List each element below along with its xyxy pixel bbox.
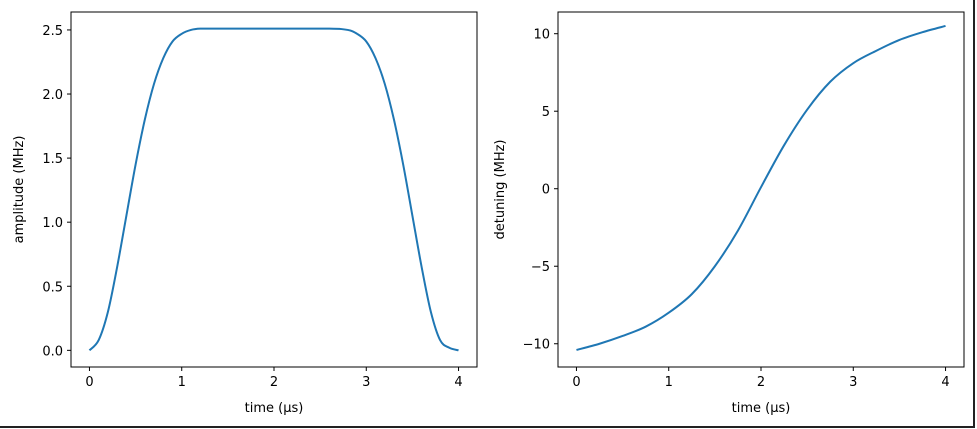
svg-text:−10: −10 (523, 338, 550, 353)
x-tick: 4 (454, 367, 463, 390)
svg-text:4: 4 (454, 375, 462, 390)
y-tick: 1.0 (42, 216, 71, 231)
svg-text:0: 0 (542, 183, 550, 198)
x-tick: 3 (362, 367, 370, 390)
y-tick: 5 (542, 105, 558, 120)
x-tick: 1 (665, 367, 673, 390)
svg-text:0.0: 0.0 (42, 344, 63, 359)
detuning-line (576, 24, 946, 351)
axes-box (557, 11, 965, 368)
x-tick: 4 (941, 367, 950, 390)
svg-text:4: 4 (941, 375, 949, 390)
y-tick: 0 (542, 183, 558, 198)
svg-text:1: 1 (665, 375, 673, 390)
svg-text:10: 10 (533, 28, 550, 43)
svg-text:2: 2 (757, 375, 765, 390)
svg-text:1.5: 1.5 (42, 152, 63, 167)
y-tick: 2.0 (42, 88, 71, 103)
detuning-plot: 0 1 2 3 4 −10 −5 0 5 10 time (µs) detuning (MHz) (493, 11, 965, 416)
x-tick: 3 (849, 367, 857, 390)
svg-text:2.5: 2.5 (42, 24, 63, 39)
y-tick: 10 (533, 28, 558, 43)
svg-text:0: 0 (85, 375, 93, 390)
svg-text:1.0: 1.0 (42, 216, 63, 231)
y-axis-label: detuning (MHz) (493, 139, 508, 239)
y-tick: 1.5 (42, 152, 71, 167)
svg-text:2: 2 (270, 375, 278, 390)
y-tick: −5 (531, 260, 558, 275)
y-axis-label: amplitude (MHz) (12, 136, 27, 244)
amplitude-line (88, 27, 459, 352)
svg-text:0: 0 (572, 375, 580, 390)
x-tick: 2 (270, 367, 278, 390)
svg-text:0.5: 0.5 (42, 280, 63, 295)
x-tick: 0 (572, 367, 581, 390)
svg-text:3: 3 (362, 375, 370, 390)
amplitude-plot: 0 1 2 3 4 0.0 0.5 1.0 1.5 2.0 2.5 time (µs) amplitud… (12, 11, 478, 416)
y-tick: 0.5 (42, 280, 71, 295)
svg-text:1: 1 (178, 375, 186, 390)
y-tick: −10 (523, 338, 558, 353)
x-tick: 0 (85, 367, 94, 390)
x-axis-label: time (µs) (245, 401, 304, 416)
svg-text:5: 5 (542, 105, 550, 120)
y-tick: 2.5 (42, 24, 71, 39)
svg-text:3: 3 (849, 375, 857, 390)
x-tick: 2 (757, 367, 765, 390)
y-tick: 0.0 (42, 344, 71, 359)
svg-text:−5: −5 (531, 260, 550, 275)
x-tick: 1 (178, 367, 186, 390)
svg-text:2.0: 2.0 (42, 88, 63, 103)
x-axis-label: time (µs) (732, 401, 791, 416)
